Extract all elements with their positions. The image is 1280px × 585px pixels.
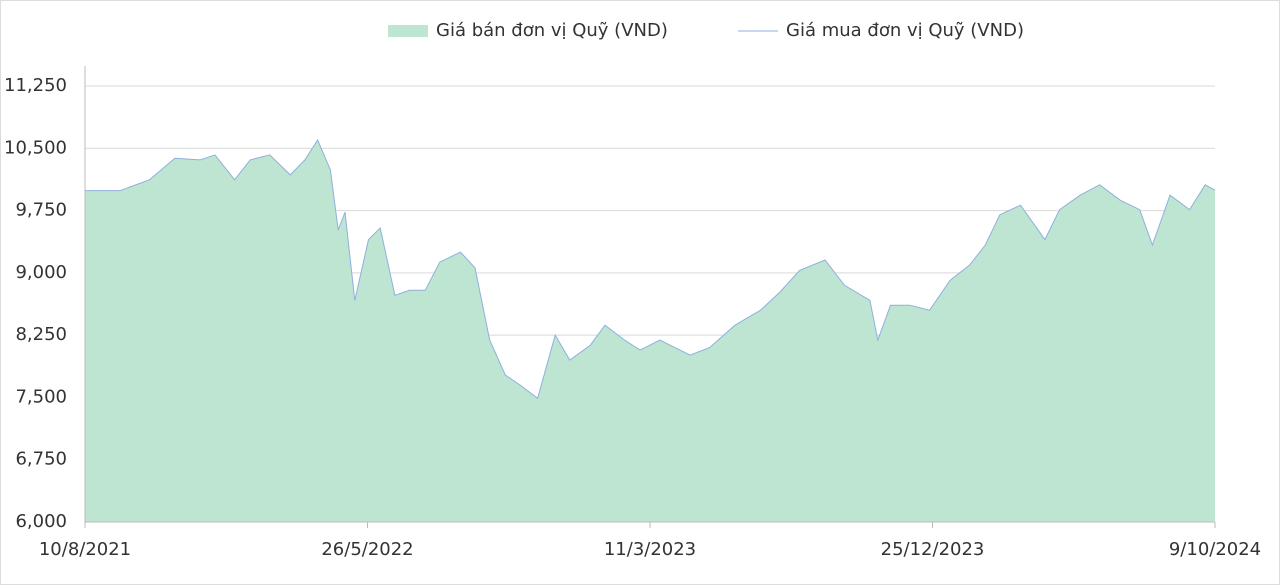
x-tick-label: 26/5/2022	[321, 539, 413, 560]
y-tick-label: 8,250	[15, 324, 67, 345]
x-tick-label: 25/12/2023	[881, 539, 985, 560]
legend-label: Giá mua đơn vị Quỹ (VND)	[786, 20, 1024, 41]
x-tick-label: 9/10/2024	[1169, 539, 1261, 560]
y-tick-label: 11,250	[4, 75, 67, 96]
y-tick-label: 9,750	[15, 200, 67, 221]
x-tick-label: 11/3/2023	[604, 539, 696, 560]
legend-label: Giá bán đơn vị Quỹ (VND)	[436, 20, 668, 41]
y-tick-label: 6,750	[15, 449, 67, 470]
legend-swatch	[388, 25, 428, 37]
y-tick-label: 6,000	[15, 511, 67, 532]
x-tick-label: 10/8/2021	[39, 539, 131, 560]
y-tick-label: 7,500	[15, 386, 67, 407]
area	[85, 140, 1215, 522]
y-tick-label: 9,000	[15, 262, 67, 283]
line	[85, 138, 1216, 400]
y-tick-label: 10,500	[4, 137, 67, 158]
